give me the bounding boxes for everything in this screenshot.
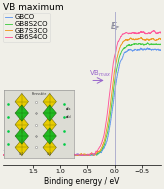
GB8S2CO: [27, 154, 29, 156]
GBCO: [163, 49, 164, 51]
Line: GB8S2CO: GB8S2CO: [0, 43, 164, 155]
GB6S4CO: [0, 154, 1, 156]
Text: E$_F$: E$_F$: [110, 21, 121, 33]
GB6S4CO: [21, 154, 23, 156]
GB7S3CO: [21, 154, 23, 156]
GB7S3CO: [89, 153, 91, 156]
GB8S2CO: [147, 42, 149, 44]
GB8S2CO: [54, 154, 56, 156]
GB8S2CO: [21, 154, 23, 156]
GB6S4CO: [27, 154, 29, 156]
GBCO: [27, 154, 29, 156]
GB7S3CO: [54, 154, 56, 156]
Line: GB7S3CO: GB7S3CO: [0, 37, 164, 155]
X-axis label: Binding energy / eV: Binding energy / eV: [44, 177, 120, 186]
GB7S3CO: [163, 39, 164, 41]
GB7S3CO: [140, 36, 142, 39]
GB6S4CO: [163, 31, 164, 33]
GBCO: [70, 153, 72, 156]
GB7S3CO: [27, 153, 29, 156]
GB6S4CO: [85, 154, 87, 156]
Text: VB$_{max}$: VB$_{max}$: [89, 69, 112, 79]
GB6S4CO: [153, 29, 154, 32]
Text: E$_F$: E$_F$: [111, 21, 121, 33]
Text: VB maximum: VB maximum: [3, 3, 63, 12]
GBCO: [54, 154, 56, 156]
GBCO: [89, 154, 91, 156]
GB7S3CO: [0, 154, 1, 156]
GBCO: [146, 47, 148, 49]
GBCO: [85, 154, 87, 156]
Legend: GBCO, GB8S2CO, GB7S3CO, GB6S4CO: GBCO, GB8S2CO, GB7S3CO, GB6S4CO: [3, 12, 50, 42]
GB7S3CO: [70, 154, 72, 156]
GB6S4CO: [70, 153, 72, 156]
GBCO: [21, 154, 23, 156]
GB6S4CO: [89, 154, 91, 156]
GB8S2CO: [89, 153, 91, 156]
GB8S2CO: [0, 154, 1, 156]
GBCO: [0, 154, 1, 156]
GB8S2CO: [163, 43, 164, 46]
GB8S2CO: [85, 154, 87, 156]
GB7S3CO: [85, 154, 87, 156]
GB8S2CO: [70, 154, 72, 156]
Line: GBCO: GBCO: [0, 48, 164, 155]
GB6S4CO: [54, 154, 56, 156]
Line: GB6S4CO: GB6S4CO: [0, 31, 164, 155]
